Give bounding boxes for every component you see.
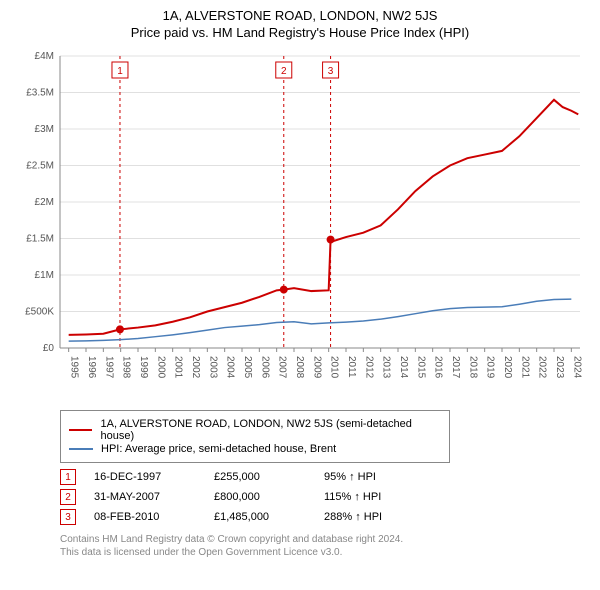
chart-container: 1A, ALVERSTONE ROAD, LONDON, NW2 5JS Pri… xyxy=(0,0,600,567)
svg-text:2001: 2001 xyxy=(173,356,184,379)
svg-text:2022: 2022 xyxy=(537,356,548,379)
marker-date: 16-DEC-1997 xyxy=(94,471,214,483)
svg-text:1997: 1997 xyxy=(103,356,114,379)
marker-hpi: 95% ↑ HPI xyxy=(324,471,434,483)
marker-price: £255,000 xyxy=(214,471,324,483)
marker-hpi: 115% ↑ HPI xyxy=(324,491,434,503)
svg-text:£3M: £3M xyxy=(35,124,54,135)
svg-text:2008: 2008 xyxy=(294,356,305,379)
legend-box: 1A, ALVERSTONE ROAD, LONDON, NW2 5JS (se… xyxy=(60,410,450,463)
svg-text:£3.5M: £3.5M xyxy=(26,88,54,99)
svg-text:1995: 1995 xyxy=(69,356,80,379)
legend-swatch xyxy=(69,448,93,450)
marker-price: £1,485,000 xyxy=(214,511,324,523)
svg-text:2002: 2002 xyxy=(190,356,201,379)
svg-text:2006: 2006 xyxy=(259,356,270,379)
marker-badge: 3 xyxy=(60,509,76,525)
footer: Contains HM Land Registry data © Crown c… xyxy=(60,533,568,559)
svg-text:2007: 2007 xyxy=(277,356,288,379)
marker-price: £800,000 xyxy=(214,491,324,503)
svg-text:2004: 2004 xyxy=(225,356,236,379)
svg-text:1996: 1996 xyxy=(86,356,97,379)
svg-text:2: 2 xyxy=(281,66,287,77)
svg-text:2016: 2016 xyxy=(433,356,444,379)
svg-text:£2.5M: £2.5M xyxy=(26,161,54,172)
marker-date: 08-FEB-2010 xyxy=(94,511,214,523)
svg-text:2000: 2000 xyxy=(155,356,166,379)
marker-badge: 2 xyxy=(60,489,76,505)
svg-text:2005: 2005 xyxy=(242,356,253,379)
legend-row: 1A, ALVERSTONE ROAD, LONDON, NW2 5JS (se… xyxy=(69,418,441,442)
svg-text:2023: 2023 xyxy=(554,356,565,379)
chart-plot-area: £0 £500K £1M £1.5M £2M £2.5M £3M £3.5M £4M 1995 19… xyxy=(12,50,588,400)
svg-text:2012: 2012 xyxy=(363,356,374,379)
chart-svg: £0 £500K £1M £1.5M £2M £2.5M £3M £3.5M £4M 1995 19… xyxy=(12,50,588,400)
svg-text:£2M: £2M xyxy=(35,197,54,208)
marker-date: 31-MAY-2007 xyxy=(94,491,214,503)
svg-text:1: 1 xyxy=(117,66,123,77)
footer-line: Contains HM Land Registry data © Crown c… xyxy=(60,533,568,546)
svg-text:2018: 2018 xyxy=(467,356,478,379)
svg-text:2014: 2014 xyxy=(398,356,409,379)
svg-text:2021: 2021 xyxy=(519,356,530,379)
markers-table: 1 16-DEC-1997 £255,000 95% ↑ HPI 2 31-MA… xyxy=(60,469,568,525)
svg-text:£0: £0 xyxy=(43,343,55,354)
svg-text:2003: 2003 xyxy=(207,356,218,379)
legend-swatch xyxy=(69,429,92,431)
svg-text:2017: 2017 xyxy=(450,356,461,379)
svg-text:2024: 2024 xyxy=(571,356,582,379)
marker-row: 1 16-DEC-1997 £255,000 95% ↑ HPI xyxy=(60,469,568,485)
legend-label: HPI: Average price, semi-detached house,… xyxy=(101,443,336,455)
svg-text:1998: 1998 xyxy=(121,356,132,379)
marker-row: 3 08-FEB-2010 £1,485,000 288% ↑ HPI xyxy=(60,509,568,525)
legend-label: 1A, ALVERSTONE ROAD, LONDON, NW2 5JS (se… xyxy=(100,418,441,442)
svg-text:2009: 2009 xyxy=(311,356,322,379)
svg-text:£500K: £500K xyxy=(25,307,54,318)
marker-hpi: 288% ↑ HPI xyxy=(324,511,434,523)
svg-text:2013: 2013 xyxy=(381,356,392,379)
marker-badge: 1 xyxy=(60,469,76,485)
footer-line: This data is licensed under the Open Gov… xyxy=(60,546,568,559)
svg-text:1999: 1999 xyxy=(138,356,149,379)
chart-subtitle: Price paid vs. HM Land Registry's House … xyxy=(12,25,588,40)
svg-text:2010: 2010 xyxy=(329,356,340,379)
svg-text:2015: 2015 xyxy=(415,356,426,379)
svg-text:2019: 2019 xyxy=(485,356,496,379)
chart-title: 1A, ALVERSTONE ROAD, LONDON, NW2 5JS xyxy=(12,8,588,23)
svg-text:£4M: £4M xyxy=(35,51,54,62)
svg-text:£1.5M: £1.5M xyxy=(26,234,54,245)
marker-row: 2 31-MAY-2007 £800,000 115% ↑ HPI xyxy=(60,489,568,505)
svg-text:2020: 2020 xyxy=(502,356,513,379)
svg-text:£1M: £1M xyxy=(35,270,54,281)
svg-text:3: 3 xyxy=(328,66,334,77)
legend-row: HPI: Average price, semi-detached house,… xyxy=(69,443,441,455)
svg-text:2011: 2011 xyxy=(346,356,357,378)
